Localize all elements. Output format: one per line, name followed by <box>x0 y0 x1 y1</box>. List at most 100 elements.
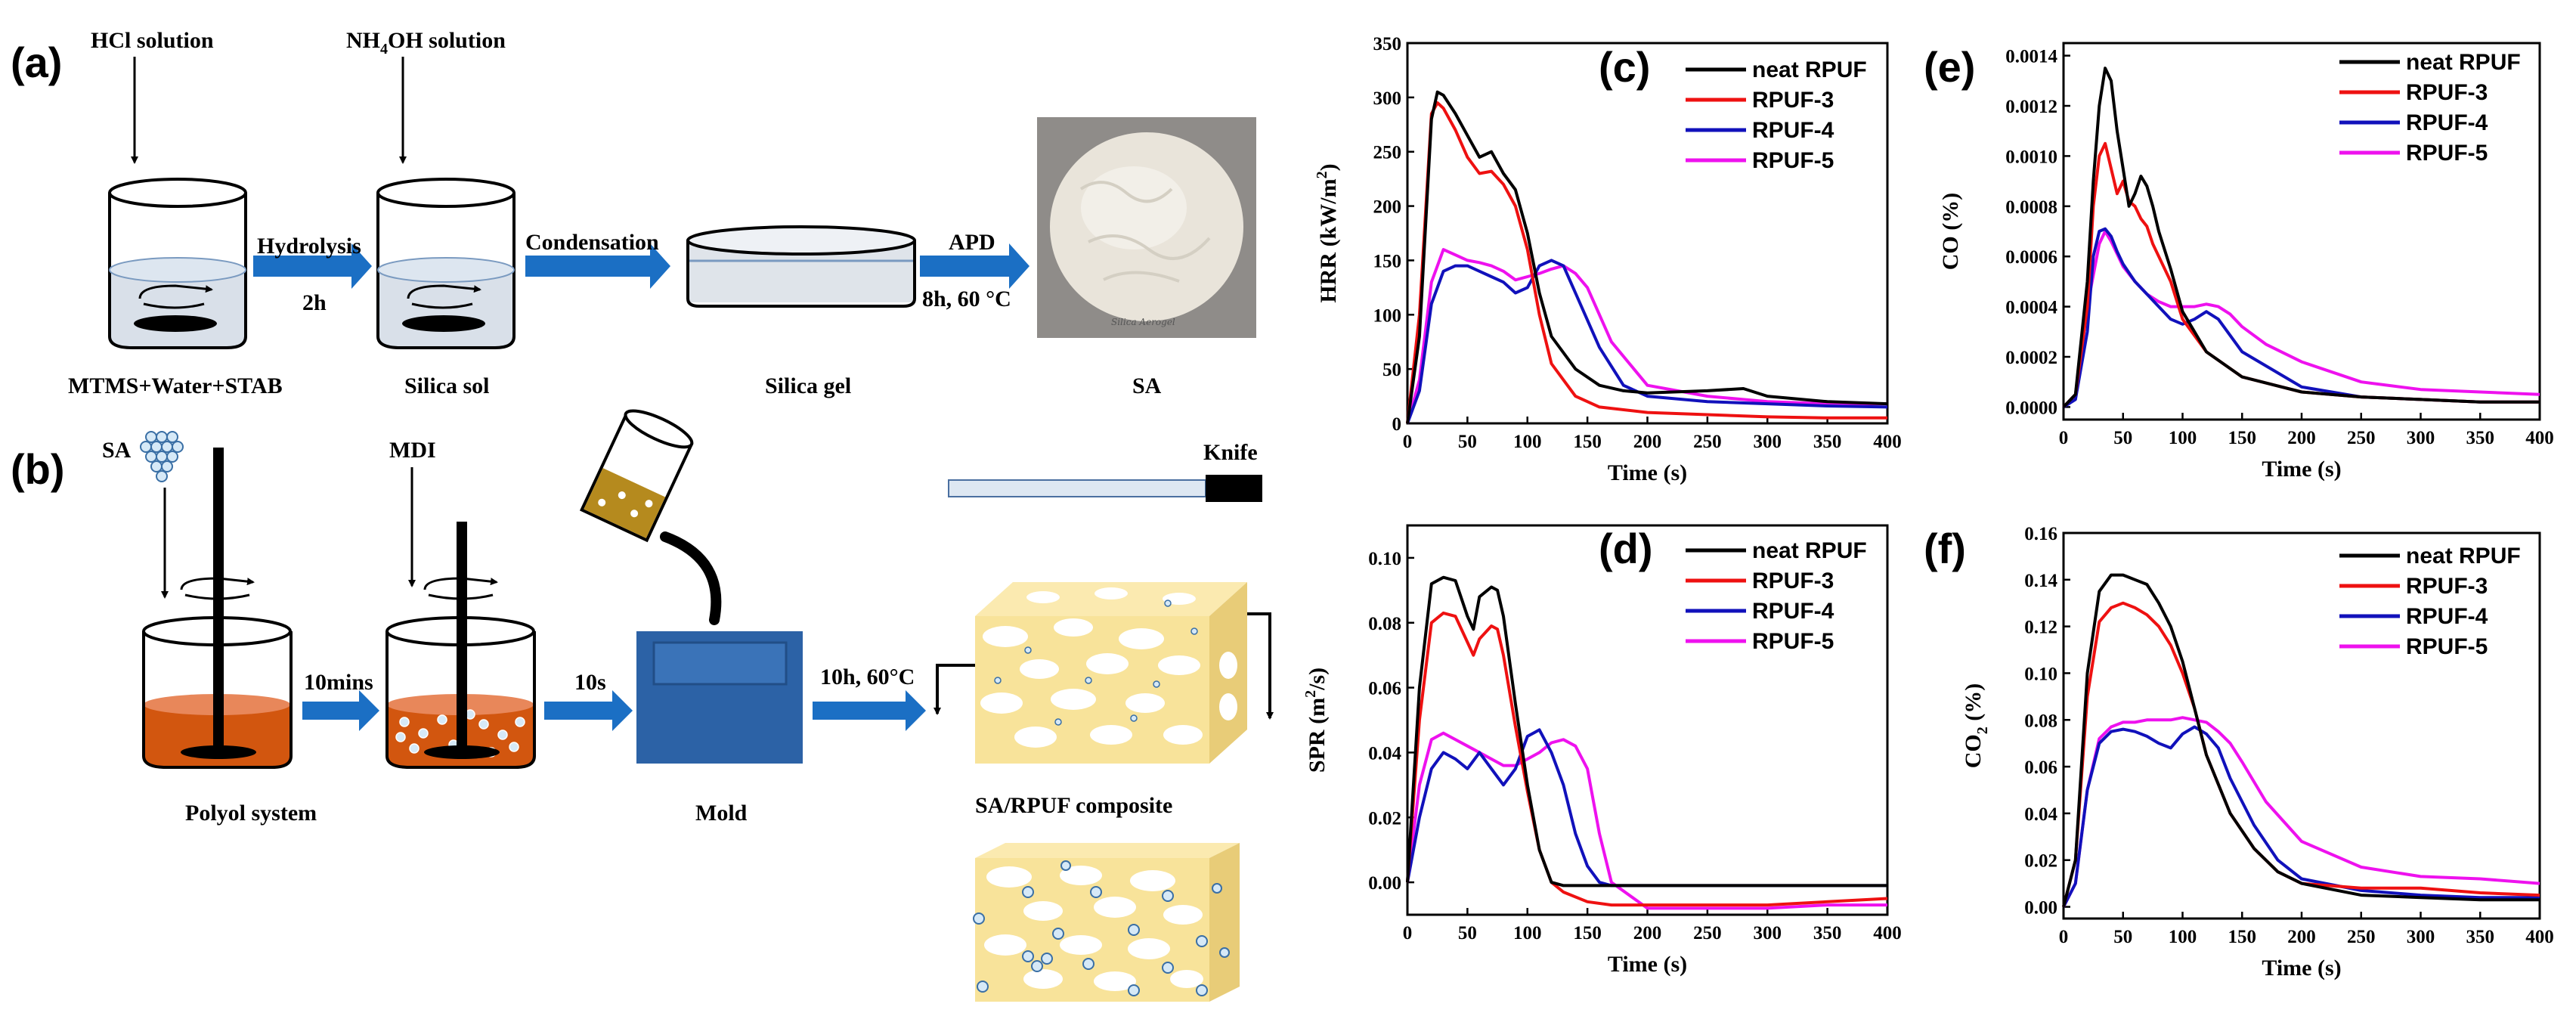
x-tick-label: 0 <box>2059 428 2069 448</box>
photo-label: Silica Aerogel <box>1111 317 1175 327</box>
silica-aerogel-photo: Silica Aerogel <box>1037 117 1256 338</box>
x-tick-label: 400 <box>2525 428 2554 448</box>
composite-block <box>975 582 1247 764</box>
x-tick-label: 0 <box>2059 927 2069 947</box>
x-tick-label: 150 <box>2228 927 2257 947</box>
x-tick-label: 200 <box>1633 923 1662 943</box>
x-tick-label: 300 <box>2407 927 2435 947</box>
x-axis-label: Time (s) <box>1608 460 1687 485</box>
chart-hrr: 0 50 100 150 200 250 300 350 400 0 50 100 150 200 250 3… <box>1314 34 1902 485</box>
y-tick-label: 0 <box>1392 414 1402 435</box>
hydrolysis-arrow <box>253 243 372 289</box>
legend-entry: neat RPUF <box>1752 538 1867 563</box>
panel-e-label: (e) <box>1924 43 1975 91</box>
step1-label: 10mins <box>304 670 373 695</box>
series-line-rpuf3 <box>2062 601 2540 907</box>
apd-arrow <box>920 243 1029 289</box>
beaker-silica-sol <box>376 178 516 349</box>
x-tick-label: 400 <box>2525 927 2554 947</box>
panel-f-label: (f) <box>1924 525 1966 572</box>
y-tick-label: 0.0010 <box>2005 147 2057 167</box>
condensation-arrow <box>525 243 670 289</box>
y-tick-label: 0.00 <box>2024 898 2057 919</box>
legend-entry: neat RPUF <box>1752 57 1867 82</box>
legend-entry: RPUF-3 <box>1752 569 1834 593</box>
y-tick-label: 0.02 <box>2024 851 2057 872</box>
x-tick-label: 250 <box>1693 923 1722 943</box>
hydrolysis-time: 2h <box>302 290 327 315</box>
sa-caption: SA <box>1132 373 1162 398</box>
x-tick-label: 250 <box>1693 432 1722 452</box>
step2-label: 10s <box>574 670 606 695</box>
legend-entry: RPUF-4 <box>2406 604 2488 629</box>
silica-gel-label: Silica gel <box>765 373 851 398</box>
panel-a-label: (a) <box>11 39 62 86</box>
x-tick-label: 300 <box>1754 923 1782 943</box>
x-tick-label: 100 <box>2169 927 2197 947</box>
condensation-label: Condensation <box>525 230 659 255</box>
mold-label: Mold <box>695 801 748 826</box>
y-tick-label: 100 <box>1373 305 1402 326</box>
x-tick-label: 0 <box>1403 923 1413 943</box>
legend-entry: RPUF-3 <box>1752 88 1834 113</box>
x-tick-label: 400 <box>1873 432 1902 452</box>
y-tick-label: 0.08 <box>2024 711 2057 731</box>
y-tick-label: 350 <box>1373 34 1402 54</box>
legend-entry: neat RPUF <box>2406 50 2521 75</box>
y-tick-label: 150 <box>1373 251 1402 271</box>
step3-label: 10h, 60°C <box>820 665 915 689</box>
composite-arrow-right <box>1247 612 1274 720</box>
y-tick-label: 0.12 <box>2024 618 2057 638</box>
x-tick-label: 200 <box>1633 432 1662 452</box>
series-line-rpuf4 <box>2062 227 2540 409</box>
series-line-rpuf5 <box>2062 716 2540 908</box>
legend-entry: RPUF-5 <box>1752 629 1834 654</box>
series-line-neat <box>1406 575 1887 888</box>
sa-particles <box>140 431 184 482</box>
silica-sol-label: Silica sol <box>404 373 490 398</box>
x-tick-label: 400 <box>1873 923 1902 943</box>
x-tick-label: 350 <box>1813 923 1842 943</box>
nh4oh-label: NH4OH solution <box>346 28 506 57</box>
x-tick-label: 350 <box>2466 428 2495 448</box>
x-axis-label: Time (s) <box>2262 956 2341 981</box>
y-tick-label: 0.0014 <box>2005 47 2057 67</box>
y-tick-label: 0.14 <box>2024 571 2057 591</box>
x-tick-label: 300 <box>1754 432 1782 452</box>
y-axis-label: HRR (kW/m2) <box>1314 163 1341 302</box>
x-tick-label: 200 <box>2287 428 2316 448</box>
composite-label: SA/RPUF composite <box>975 793 1172 818</box>
legend-entry: RPUF-5 <box>2406 634 2488 659</box>
y-tick-label: 0.04 <box>1368 743 1401 764</box>
pour-stream <box>660 531 722 625</box>
y-tick-label: 0.0004 <box>2005 298 2057 318</box>
y-tick-label: 0.06 <box>2024 758 2057 778</box>
y-axis-label: SPR (m2/s) <box>1302 668 1330 773</box>
x-tick-label: 350 <box>1813 432 1842 452</box>
y-tick-label: 0.0000 <box>2005 398 2057 418</box>
sa-label: SA <box>102 438 132 463</box>
apd-label: APD <box>949 230 995 255</box>
legend-entry: RPUF-5 <box>2406 141 2488 166</box>
knife-label: Knife <box>1203 440 1258 465</box>
y-tick-label: 0.02 <box>1368 808 1401 829</box>
x-tick-label: 350 <box>2466 927 2495 947</box>
y-tick-label: 0.16 <box>2024 524 2057 544</box>
panel-c-label: (c) <box>1599 43 1650 91</box>
x-tick-label: 100 <box>1513 923 1542 943</box>
series-line-rpuf4 <box>1406 728 1887 888</box>
y-tick-label: 0.08 <box>1368 614 1401 634</box>
mix-arrow-2 <box>544 690 633 731</box>
legend-entry: RPUF-4 <box>2406 110 2488 135</box>
composite-block-detail <box>973 843 1240 1002</box>
series-line-rpuf5 <box>2062 230 2540 408</box>
legend-entry: RPUF-5 <box>1752 148 1834 173</box>
x-tick-label: 200 <box>2287 927 2316 947</box>
x-tick-label: 250 <box>2347 428 2376 448</box>
hcl-label: HCl solution <box>91 28 214 53</box>
series-line-rpuf3 <box>2062 141 2540 408</box>
x-tick-label: 50 <box>1458 432 1477 452</box>
series-line-rpuf4 <box>1406 259 1888 424</box>
y-axis-label: CO (%) <box>1938 193 1963 270</box>
